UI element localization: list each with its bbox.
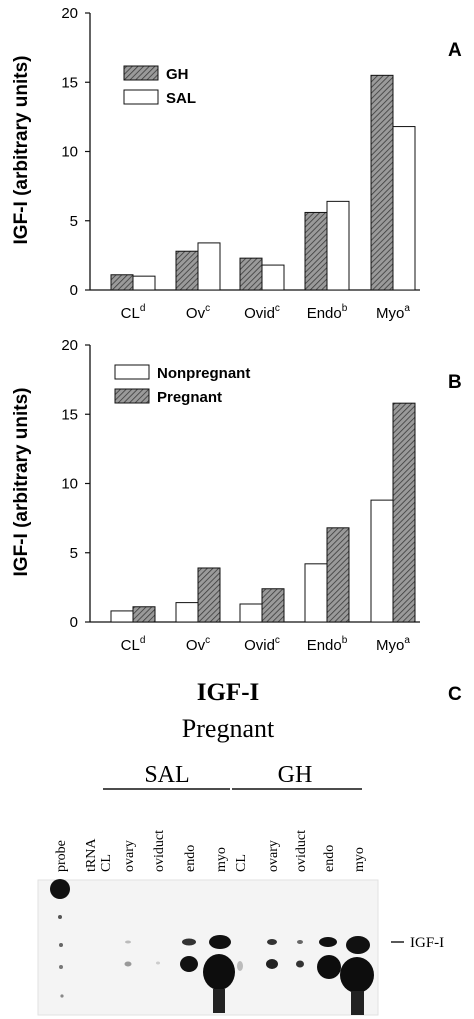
lane-label-endo: endo: [322, 845, 337, 872]
blot-band-probe: [50, 879, 70, 899]
blot-band-sal-myo-smear: [213, 989, 225, 1013]
x-tick-label: Myoa: [376, 303, 410, 322]
blot-band-gh-ovary: [267, 939, 277, 945]
blot-band-gh-myo-smear: [351, 991, 364, 1015]
bar-gh-cl: [110, 274, 134, 291]
blot-band-gh-endo: [319, 937, 337, 947]
bar-nonpregnant-cl: [110, 610, 134, 623]
legend-swatch-nonpregnant: [114, 364, 150, 380]
y-tick-label: 10: [61, 144, 78, 161]
blot-band-gh-ovary: [266, 959, 278, 969]
blot-band-sal-endo: [182, 938, 196, 946]
lane-label-trna: tRNA: [84, 838, 99, 872]
bar-sal-myo: [392, 126, 416, 291]
blot-band-probe-trace: [59, 965, 63, 969]
chart-panel-b: IGF-I (arbitrary units) B 0 5 10 15 20 CLd Ov…: [11, 337, 462, 654]
blot-band-sal-oviduct: [156, 961, 160, 965]
x-tick-label: Endob: [307, 303, 348, 322]
y-axis-label-a: IGF-I (arbitrary units): [11, 56, 32, 245]
legend-swatch-pregnant: [114, 388, 150, 404]
legend-label-nonpregnant: Nonpregnant: [157, 365, 250, 382]
x-tick-label: Ovc: [186, 635, 210, 654]
y-tick-label: 5: [70, 545, 78, 562]
y-tick-label: 20: [61, 5, 78, 22]
panel-label-c: C: [448, 684, 462, 705]
blot-panel-c: IGF-I C Pregnant SAL GH probe tRNA CL ovary…: [37, 679, 462, 1016]
lane-label-probe: probe: [54, 840, 69, 872]
blot-band-sal-ovary: [124, 961, 132, 967]
bar-gh-endo: [304, 211, 328, 291]
bar-pregnant-cl: [132, 606, 156, 623]
blot-title: IGF-I: [197, 679, 260, 706]
bar-pregnant-endo: [326, 527, 350, 623]
blot-band-gh-cl: [237, 961, 243, 971]
x-tick-label: CLd: [121, 303, 146, 322]
panel-label-a: A: [448, 40, 462, 61]
bar-pregnant-ov: [197, 567, 221, 623]
legend-swatch-sal: [123, 89, 159, 105]
legend-label-sal: SAL: [166, 90, 196, 107]
x-tick-label: Ovc: [186, 303, 210, 322]
blot-band-gh-myo: [340, 957, 374, 993]
bar-pregnant-myo: [392, 402, 416, 623]
y-tick-label: 0: [70, 614, 78, 631]
lane-label-myo: myo: [352, 847, 367, 872]
bar-sal-ov: [197, 242, 221, 291]
bar-sal-ovid: [261, 264, 285, 291]
x-tick-label: CLd: [121, 635, 146, 654]
bar-nonpregnant-endo: [304, 563, 328, 623]
blot-subtitle: Pregnant: [182, 714, 275, 743]
legend-label-gh: GH: [166, 66, 189, 83]
blot-band-sal-myo: [203, 954, 235, 990]
y-tick-label: 20: [61, 337, 78, 354]
bar-sal-endo: [326, 200, 350, 291]
blot-band-probe-trace: [59, 943, 63, 947]
y-axis-label-b: IGF-I (arbitrary units): [11, 388, 32, 577]
blot-band-sal-ovary: [125, 940, 131, 944]
y-tick-label: 15: [61, 74, 78, 91]
lane-label-ovary: ovary: [122, 840, 137, 872]
legend-swatch-gh: [123, 65, 159, 81]
y-tick-label: 0: [70, 282, 78, 299]
bar-nonpregnant-ovid: [239, 603, 263, 623]
blot-band-probe-trace: [58, 915, 62, 919]
bar-gh-ovid: [239, 257, 263, 291]
chart-panel-a: IGF-I (arbitrary units) A 0 5 10 15 20 CLd Ov…: [11, 5, 462, 322]
x-tick-label: Ovidc: [244, 635, 280, 654]
blot-band-probe-trace: [60, 994, 64, 998]
lane-label-ovary: ovary: [266, 840, 281, 872]
y-tick-label: 5: [70, 213, 78, 230]
blot-band-gh-myo: [346, 936, 370, 954]
blot-band-gh-endo: [317, 955, 341, 979]
bar-gh-myo: [370, 74, 394, 291]
bar-sal-cl: [132, 275, 156, 291]
y-tick-label: 15: [61, 406, 78, 423]
x-tick-label: Ovidc: [244, 303, 280, 322]
group-label-sal: SAL: [144, 762, 189, 788]
lane-label-oviduct: oviduct: [294, 830, 309, 872]
blot-band-gh-oviduct: [297, 940, 303, 944]
lane-label-myo: myo: [214, 847, 229, 872]
x-tick-label: Myoa: [376, 635, 410, 654]
blot-band-gh-oviduct: [296, 960, 304, 968]
bar-pregnant-ovid: [261, 588, 285, 623]
blot-membrane: [37, 879, 379, 1016]
group-label-gh: GH: [278, 762, 313, 788]
x-tick-label: Endob: [307, 635, 348, 654]
bar-gh-ov: [175, 250, 199, 291]
band-label-igf: IGF-I: [410, 935, 444, 951]
blot-band-sal-endo: [180, 956, 198, 972]
legend-label-pregnant: Pregnant: [157, 389, 222, 406]
lane-label-cl: CL: [99, 854, 114, 872]
bar-nonpregnant-ov: [175, 602, 199, 623]
lane-label-endo: endo: [183, 845, 198, 872]
blot-bands: [50, 879, 374, 1015]
panel-label-b: B: [448, 372, 462, 393]
bar-nonpregnant-myo: [370, 499, 394, 623]
y-tick-label: 10: [61, 476, 78, 493]
lane-label-cl: CL: [234, 854, 249, 872]
blot-band-sal-myo: [209, 935, 231, 949]
lane-label-oviduct: oviduct: [152, 830, 167, 872]
